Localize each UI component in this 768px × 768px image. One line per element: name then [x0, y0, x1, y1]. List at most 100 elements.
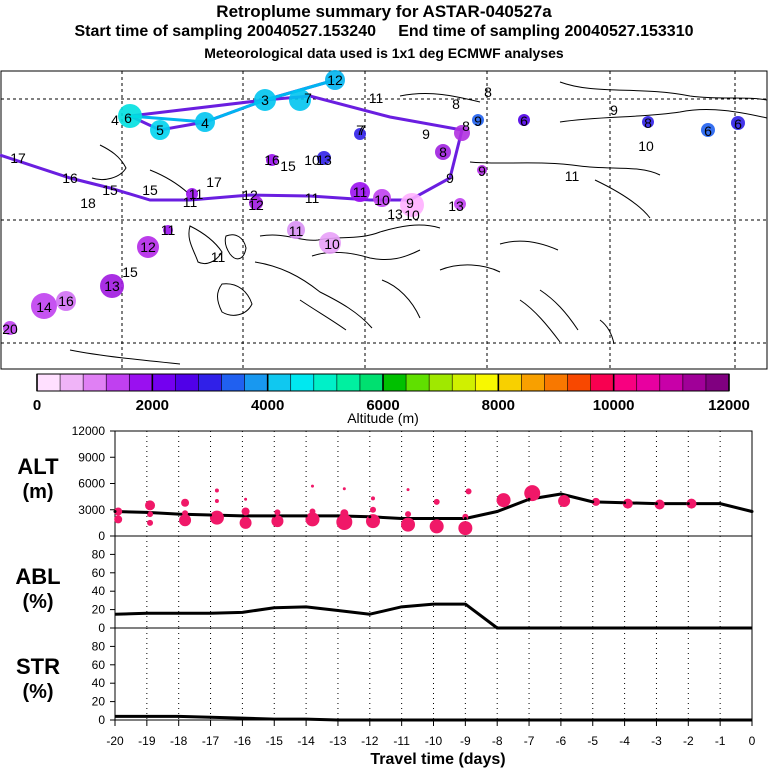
trajectory-label: 8 — [462, 118, 470, 134]
trajectory-label: 15 — [102, 182, 118, 198]
alt-marker — [342, 487, 346, 491]
trajectory-label: 20 — [2, 321, 18, 337]
plume-bubble — [319, 232, 341, 254]
alt-marker — [462, 513, 469, 520]
y-tick-label: 3000 — [78, 503, 105, 517]
alt-data-point — [559, 492, 563, 496]
plume-bubble — [477, 165, 487, 175]
colorbar-swatch — [475, 374, 499, 391]
trajectory-label: 9 — [610, 102, 618, 118]
colorbar-tick-label: 0 — [33, 397, 41, 414]
colorbar-tick-label: 4000 — [251, 397, 284, 414]
alt-data-point — [368, 515, 372, 519]
coastline — [224, 234, 247, 260]
trajectory-label: 6 — [520, 113, 528, 129]
alt-marker — [458, 521, 473, 536]
x-tick-label: -19 — [138, 734, 156, 748]
colorbar-swatch — [60, 374, 84, 391]
plume-bubble — [642, 116, 654, 128]
trajectory-label: 12 — [140, 239, 156, 255]
alt-data-point — [145, 510, 149, 514]
trajectory-label: 8 — [644, 115, 652, 131]
abl-panel: 0 20 40 60 80 ABL(%) — [15, 535, 753, 635]
travel-time-axis: -20 -19 -18 -17 -16 -15 -14 -13 -12 -11 -10 -9 -8 -7-… — [106, 720, 756, 768]
trajectory-label: 10 — [404, 207, 420, 223]
trajectory-label: 11 — [161, 222, 176, 238]
plume-bubble — [31, 293, 57, 319]
x-tick-label: -17 — [202, 734, 220, 748]
alt-data-point — [240, 514, 244, 518]
trajectory-label: 10 — [304, 152, 320, 168]
trajectory-label: 15 — [280, 158, 296, 174]
plume-bubble — [163, 225, 173, 235]
y-tick-label: 40 — [92, 584, 106, 598]
colorbar-swatch — [336, 374, 361, 391]
colorbar-swatch — [406, 374, 430, 391]
alt-marker — [401, 517, 416, 532]
colorbar-swatch — [590, 374, 614, 391]
trajectory-label: 9 — [478, 163, 486, 179]
trajectory-label: 7 — [358, 122, 366, 138]
alt-data-point — [495, 510, 499, 513]
colorbar-swatch — [267, 374, 292, 391]
plume-bubble — [3, 321, 17, 335]
alt-data-point — [304, 514, 308, 518]
alt-marker — [558, 495, 571, 507]
trajectory-label: 17 — [206, 174, 222, 190]
plume-bubble — [373, 189, 391, 207]
alt-marker — [405, 511, 412, 518]
x-tick-label: -11 — [393, 734, 410, 748]
alt-data-point — [686, 502, 690, 506]
trajectory-label: 11 — [565, 168, 580, 184]
alt-marker — [309, 508, 316, 515]
alt-marker — [496, 493, 511, 508]
alt-marker — [145, 500, 156, 511]
colorbar-tick-label: 8000 — [482, 397, 515, 414]
colorbar-swatch — [705, 374, 730, 391]
trajectory-label: 11 — [353, 184, 368, 200]
plume-bubble — [287, 221, 305, 239]
colorbar-swatch — [290, 374, 315, 391]
alt-marker — [340, 509, 349, 518]
alt-marker — [114, 507, 123, 516]
alt-marker — [305, 512, 320, 527]
plume-bubble — [400, 193, 424, 217]
alt-data-point — [177, 512, 181, 516]
trajectory-label: 16 — [62, 170, 78, 186]
alt-marker — [369, 506, 376, 513]
alt-marker — [433, 498, 440, 505]
x-tick-label: -18 — [170, 734, 188, 748]
colorbar-swatch — [37, 374, 61, 391]
x-tick-label: -1 — [715, 734, 726, 748]
panel-label: STR — [16, 654, 60, 679]
coastline — [559, 109, 768, 123]
trajectory-label: 9 — [406, 195, 414, 211]
alt-marker — [214, 488, 219, 493]
trajectory-label: 11 — [183, 194, 198, 210]
colorbar-swatch — [498, 374, 522, 391]
trajectory-label: 11 — [189, 186, 204, 202]
trajectory-label: 12 — [248, 197, 264, 213]
colorbar-swatch — [613, 374, 638, 391]
x-tick-label: -13 — [329, 734, 347, 748]
x-tick-label: -5 — [587, 734, 598, 748]
trajectory-label: 16 — [264, 152, 280, 168]
plume-bubble — [350, 182, 370, 202]
trajectory-label: 6 — [124, 110, 132, 126]
colorbar-swatch — [452, 374, 476, 391]
colorbar-swatch — [636, 374, 661, 391]
alt-marker — [429, 519, 444, 534]
meteo-note: Meteorological data used is 1x1 deg ECMW… — [204, 45, 564, 61]
colorbar-tick-label: 6000 — [366, 397, 399, 414]
colorbar-swatch — [83, 374, 107, 391]
alt-data-point — [432, 517, 435, 520]
x-tick-label: -16 — [234, 734, 252, 748]
y-tick-label: 20 — [92, 603, 106, 617]
alt-data-point — [272, 514, 276, 518]
y-tick-label: 20 — [92, 695, 106, 709]
plume-bubble — [454, 125, 470, 141]
trajectory-label: 3 — [261, 92, 269, 108]
trajectory-label: 6 — [734, 116, 742, 132]
panel-label: ABL — [15, 564, 60, 589]
x-tick-label: -9 — [460, 734, 471, 748]
